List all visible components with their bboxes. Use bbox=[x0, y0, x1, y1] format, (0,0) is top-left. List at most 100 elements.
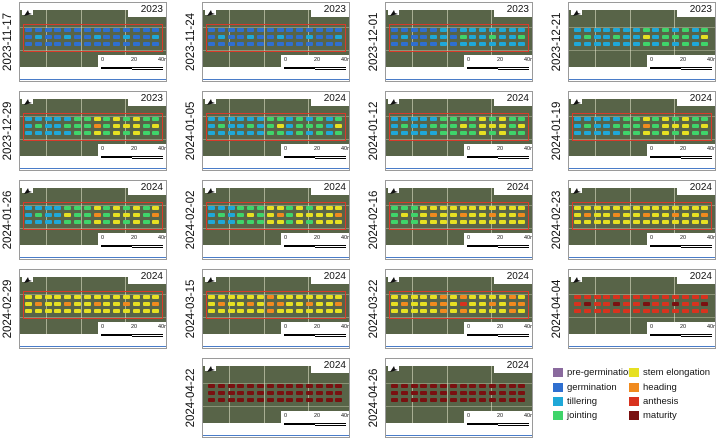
plot-marker bbox=[227, 117, 235, 121]
plot-marker bbox=[247, 302, 255, 306]
plot-marker bbox=[701, 309, 709, 313]
scale-bar-white bbox=[132, 334, 163, 337]
plot-marker bbox=[593, 35, 601, 39]
plot-marker bbox=[93, 220, 101, 224]
scale-bar-black bbox=[284, 156, 315, 158]
scale-bar-white bbox=[315, 67, 346, 70]
plot-marker bbox=[642, 309, 650, 313]
plot-marker bbox=[701, 220, 709, 224]
date-label: 2024-01-19 bbox=[549, 91, 565, 171]
north-arrow-icon bbox=[388, 94, 399, 105]
plot-marker bbox=[593, 28, 601, 32]
plot-marker bbox=[440, 42, 447, 46]
plot-grid bbox=[203, 277, 349, 334]
field-boundary-line bbox=[81, 10, 82, 67]
plot-marker bbox=[152, 117, 160, 121]
plot-marker bbox=[701, 206, 709, 210]
plot-marker bbox=[603, 131, 611, 135]
plot-marker bbox=[498, 295, 506, 299]
plot-marker bbox=[642, 124, 650, 128]
plot-marker bbox=[583, 28, 591, 32]
plot-marker bbox=[632, 35, 640, 39]
plot-marker bbox=[459, 302, 467, 306]
plot-marker bbox=[681, 213, 689, 217]
plot-marker bbox=[142, 213, 150, 217]
panel-cell: 2023-12-29 2023 0 20 40m bbox=[0, 91, 168, 171]
plot-marker bbox=[623, 131, 630, 135]
field-boundary-line bbox=[81, 277, 82, 334]
plot-marker bbox=[217, 28, 225, 32]
plot-marker bbox=[227, 220, 235, 224]
field-boundary-line bbox=[386, 228, 532, 229]
plot-marker bbox=[672, 302, 679, 306]
plot-marker bbox=[662, 42, 670, 46]
plot-marker bbox=[489, 131, 496, 135]
plot-grid bbox=[569, 10, 715, 67]
field-boundary-line bbox=[447, 277, 448, 334]
plot-marker bbox=[469, 124, 477, 128]
plot-marker bbox=[440, 309, 447, 313]
scale-bar-label: 0 bbox=[284, 235, 288, 241]
plot-marker bbox=[208, 131, 215, 135]
plot-marker bbox=[237, 42, 245, 46]
plot-marker bbox=[420, 131, 428, 135]
plot-marker bbox=[701, 117, 709, 121]
plot-marker bbox=[632, 302, 640, 306]
plot-marker bbox=[489, 309, 496, 313]
field-boundary-line bbox=[569, 27, 715, 28]
year-label: 2024 bbox=[677, 270, 715, 284]
scale-bar-label: 40m bbox=[524, 235, 532, 241]
plot-marker bbox=[518, 302, 526, 306]
plot-marker bbox=[44, 206, 52, 210]
field-imagery bbox=[386, 277, 532, 334]
plot-marker bbox=[518, 213, 526, 217]
plot-marker bbox=[25, 117, 32, 121]
plot-marker bbox=[286, 220, 294, 224]
date-label: 2024-02-02 bbox=[183, 180, 199, 260]
plot-marker bbox=[574, 124, 581, 128]
field-boundary-line bbox=[447, 10, 448, 67]
plot-marker bbox=[430, 35, 438, 39]
field-map-panel: 2024 0 20 40m bbox=[19, 180, 167, 260]
plot-block-outline bbox=[206, 113, 346, 141]
plot-marker bbox=[430, 302, 438, 306]
north-arrow-icon bbox=[388, 361, 399, 372]
plot-marker bbox=[430, 391, 438, 395]
plot-marker bbox=[652, 124, 660, 128]
plot-marker bbox=[449, 206, 457, 210]
scale-bar-label: 40m bbox=[158, 57, 166, 63]
field-boundary-line bbox=[569, 116, 715, 117]
plot-marker bbox=[459, 28, 467, 32]
plot-grid bbox=[20, 10, 166, 67]
plot-marker bbox=[266, 117, 274, 121]
panel-cell: 2023-12-01 2023 0 20 40m bbox=[366, 2, 534, 82]
plot-marker bbox=[430, 384, 438, 388]
plot-marker bbox=[459, 384, 467, 388]
field-map-panel: 2024 0 20 40m bbox=[568, 269, 716, 349]
plot-marker bbox=[583, 131, 591, 135]
plot-marker bbox=[276, 124, 284, 128]
plot-grid bbox=[203, 99, 349, 156]
scale-bar-label: 20 bbox=[497, 413, 504, 419]
plot-marker bbox=[652, 206, 660, 210]
plot-marker bbox=[498, 220, 506, 224]
plot-marker bbox=[652, 42, 660, 46]
field-boundary-line bbox=[81, 99, 82, 156]
panel-cell: 2024-03-22 2024 0 20 40m bbox=[366, 269, 534, 349]
plot-marker bbox=[391, 220, 398, 224]
plot-marker bbox=[113, 213, 121, 217]
plot-marker bbox=[430, 213, 438, 217]
plot-marker bbox=[142, 124, 150, 128]
plot-marker bbox=[152, 206, 160, 210]
plot-marker bbox=[449, 35, 457, 39]
scale-bar-black bbox=[650, 156, 681, 158]
panel-cell: 2024-04-22 2024 0 20 40m bbox=[183, 358, 351, 438]
plot-marker bbox=[142, 220, 150, 224]
plot-marker bbox=[306, 42, 313, 46]
plot-marker bbox=[217, 35, 225, 39]
plot-marker bbox=[593, 42, 601, 46]
scale-bar-label: 0 bbox=[650, 57, 654, 63]
plot-marker bbox=[518, 206, 526, 210]
field-boundary-line bbox=[386, 294, 532, 295]
scale-bar: 0 20 40m bbox=[647, 322, 715, 348]
